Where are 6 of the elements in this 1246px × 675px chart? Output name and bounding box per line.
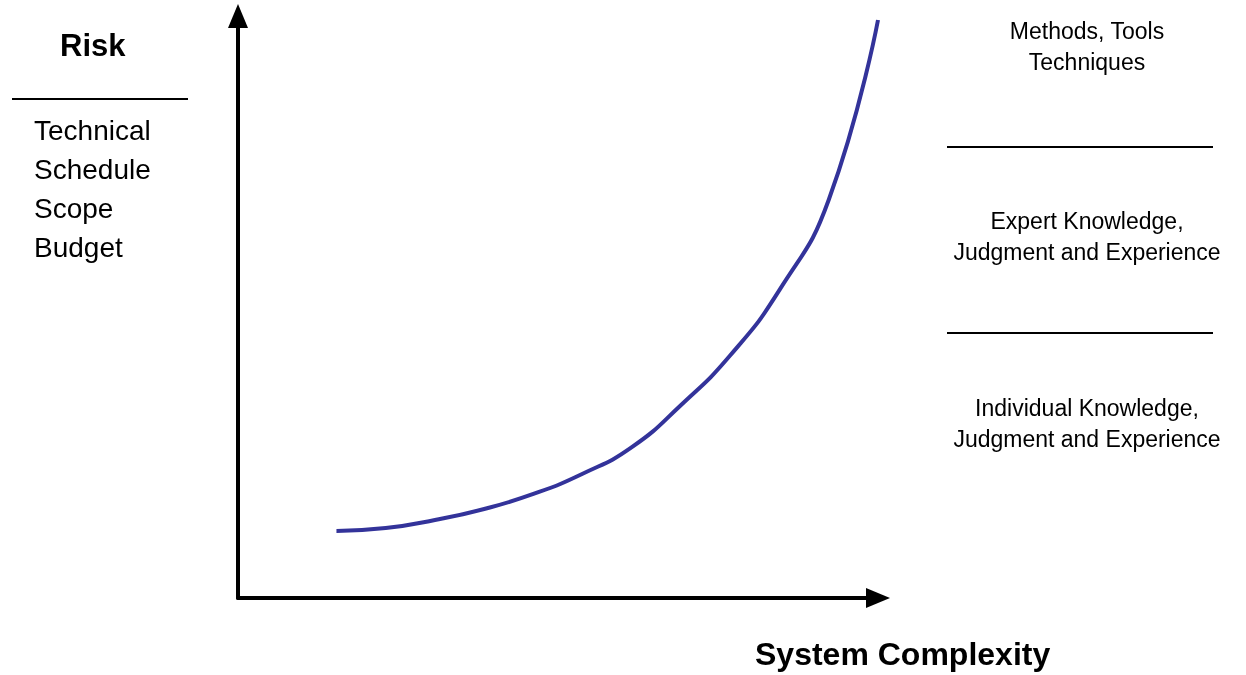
text: Expert Knowledge, Judgment and Experience: [952, 207, 1222, 267]
x-axis-title: System Complexity: [755, 636, 1051, 673]
text: Technical Schedule Scope Budget: [34, 114, 151, 265]
text: Individual Knowledge, Judgment and Experience: [952, 394, 1222, 454]
y-axis-title: Risk: [60, 28, 126, 64]
text: Methods, Tools Techniques: [1008, 17, 1166, 77]
